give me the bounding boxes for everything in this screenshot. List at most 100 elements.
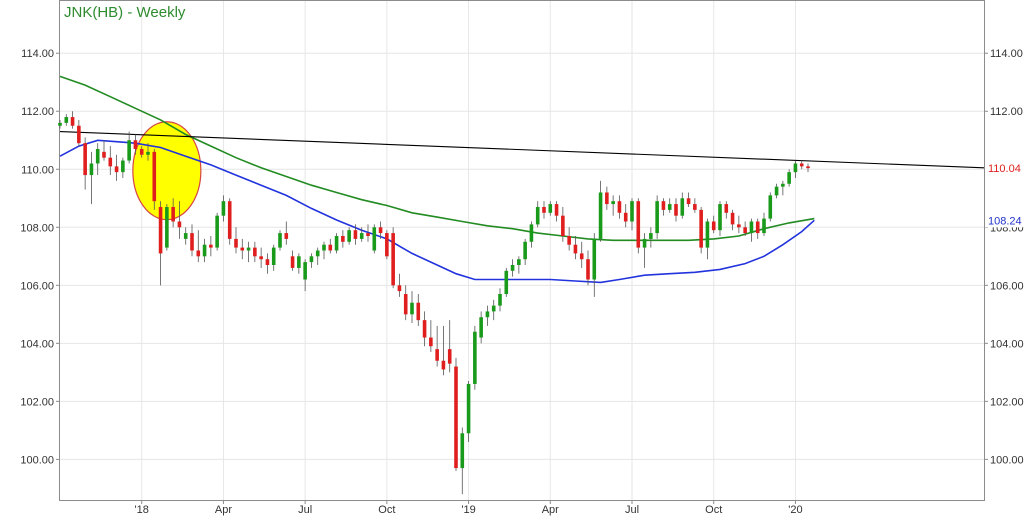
candle-body-up [127, 140, 131, 161]
candle-body-down [385, 233, 389, 257]
candle-body-down [70, 117, 75, 126]
candle-body-up [466, 383, 471, 434]
candle-body-up [630, 201, 634, 222]
candle-body-up [372, 227, 377, 251]
x-tick-label: Oct [378, 504, 395, 516]
candlestick [749, 218, 754, 242]
candlestick [605, 186, 609, 210]
candle-body-up [705, 221, 710, 248]
candle-body-up [517, 259, 521, 266]
candle-body-down [737, 224, 741, 228]
candlestick [378, 221, 383, 239]
x-tick-label: Oct [705, 504, 722, 516]
candle-body-up [58, 122, 62, 126]
candle-body-up [315, 250, 320, 257]
candlestick [89, 151, 94, 205]
candlestick [617, 195, 622, 219]
candlestick [473, 325, 477, 390]
candlestick [479, 311, 483, 344]
candlestick [410, 291, 414, 324]
candlestick [303, 259, 307, 292]
candlestick [460, 427, 465, 495]
candle-body-down [209, 244, 213, 248]
candlesticks [58, 111, 810, 495]
candle-body-up [303, 262, 307, 280]
y-tick-label-left: 112.00 [21, 106, 54, 118]
candle-body-down [253, 247, 257, 257]
candlestick [152, 148, 157, 210]
candle-body-down [416, 302, 421, 321]
candlestick [290, 250, 295, 271]
candle-body-up [183, 233, 188, 239]
candlestick [165, 204, 169, 251]
candle-body-down [177, 221, 182, 228]
candle-body-up [762, 218, 766, 234]
candle-body-up [215, 215, 219, 248]
candlestick [548, 201, 553, 216]
candlestick [347, 227, 351, 245]
candle-body-up [485, 311, 490, 318]
candlestick [353, 224, 358, 245]
candlestick [630, 198, 634, 231]
candlestick [227, 198, 232, 245]
candlestick [108, 146, 113, 176]
candle-body-down [806, 166, 810, 169]
candlestick [391, 227, 395, 289]
candle-body-up [89, 163, 94, 176]
candle-body-up [749, 221, 754, 234]
candlestick [661, 198, 666, 216]
x-tick-label: '20 [788, 504, 802, 516]
price-badge-label: 110.04 [988, 163, 1021, 175]
candlestick [133, 134, 138, 155]
candlestick [535, 201, 540, 228]
candle-body-up [498, 294, 502, 306]
candle-body-down [265, 259, 270, 266]
candlestick [623, 204, 628, 228]
candlestick [403, 285, 408, 321]
candlestick [334, 233, 339, 254]
candlestick [158, 201, 163, 286]
candle-body-down [755, 221, 760, 234]
candlestick [787, 169, 791, 187]
candlestick [77, 119, 81, 147]
candle-body-up [165, 206, 169, 248]
candle-body-down [567, 235, 571, 245]
candle-body-up [781, 183, 785, 187]
candle-body-up [246, 247, 251, 251]
candle-body-down [240, 247, 245, 251]
candle-body-down [397, 285, 402, 292]
x-tick-label: Apr [215, 504, 232, 516]
candlestick [680, 192, 685, 219]
candlestick [737, 215, 741, 234]
candlestick [793, 160, 798, 178]
candlestick [58, 119, 62, 129]
candle-body-up [271, 247, 276, 266]
candlestick [114, 154, 119, 181]
candle-body-up [410, 302, 414, 315]
candlestick [64, 114, 69, 126]
candle-body-up [768, 195, 773, 219]
candle-body-up [598, 192, 603, 239]
candlestick [554, 201, 559, 222]
candle-body-down [341, 235, 345, 242]
candlestick [297, 253, 301, 274]
candle-body-up [611, 201, 615, 205]
candle-body-up [146, 151, 150, 155]
moving-average-blue-line [59, 139, 815, 284]
candlestick [221, 195, 226, 222]
candle-body-down [636, 201, 641, 248]
trendline-layer [59, 131, 985, 169]
candlestick [196, 230, 201, 263]
candlestick [799, 160, 804, 170]
candle-body-down [447, 349, 452, 364]
moving-average-green-line [59, 75, 815, 242]
candlestick [416, 294, 421, 326]
candlestick [711, 215, 716, 234]
candlestick [611, 195, 615, 216]
candle-body-down [617, 201, 622, 213]
axes: 100.00 100.00 102.00 102.00 104.00 104.00 106.… [20, 48, 1023, 516]
candle-body-up [347, 230, 351, 242]
candle-body-up [787, 172, 791, 184]
candle-body-down [190, 233, 194, 251]
